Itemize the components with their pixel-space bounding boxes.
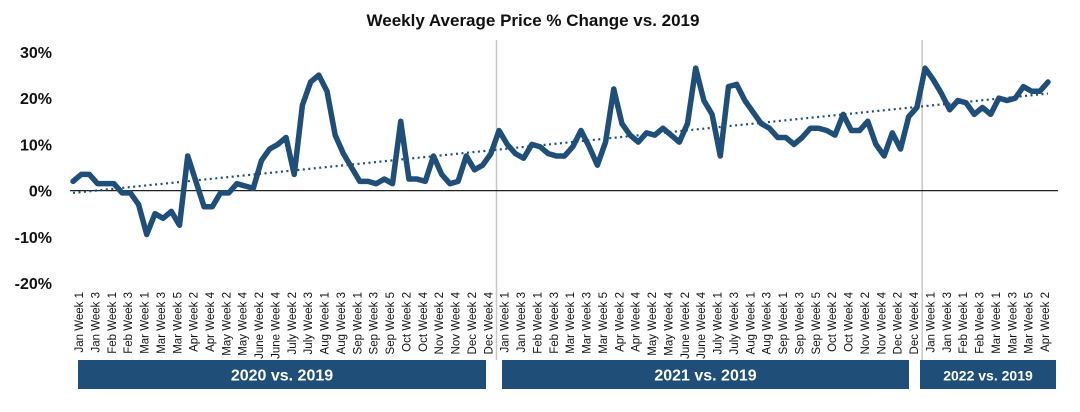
x-tick-label: Jan Week 1 [925,292,937,353]
x-tick-label: May Week 4 [238,291,250,355]
x-tick-label: Feb Week 1 [532,292,544,354]
x-axis: Jan Week 1 Jan Week 3 Feb Week 1 Feb Week 3… [74,291,1052,359]
x-tick-label: Feb Week 3 [123,292,135,354]
x-tick-label: Aug Week 3 [762,292,774,354]
x-tick-label: Mar Week 5 [172,292,184,354]
x-tick-label: Mar Week 3 [156,292,168,354]
y-tick-label: 30% [20,45,52,62]
period-band: 2022 vs. 2019 [920,360,1056,389]
x-tick-label: Apr Week 2 [614,292,626,352]
x-tick-label: Mar Week 5 [1024,292,1036,354]
x-tick-label: May Week 4 [663,291,675,355]
x-tick-label: Mar Week 5 [598,292,610,354]
x-tick-label: July Week 2 [287,292,299,354]
x-tick-label: Sep Week 3 [369,292,381,354]
y-tick-label: -10% [15,230,52,247]
y-tick-label: 20% [20,91,52,108]
y-axis: 30% 20% 10% 0% -10% -20% [15,45,52,293]
x-tick-label: July Week 1 [713,292,725,354]
x-tick-label: Feb Week 3 [975,292,987,354]
trendline [72,92,1049,195]
x-tick-label: Sep Week 1 [778,292,790,354]
x-tick-label: Aug Week 3 [336,292,348,354]
x-tick-label: Oct Week 2 [401,292,413,352]
x-tick-label: Mar Week 1 [140,292,152,354]
period-band-label: 2022 vs. 2019 [943,368,1033,384]
period-band: 2021 vs. 2019 [502,360,909,389]
x-tick-label: May Week 2 [221,292,233,356]
period-band-bg [502,360,909,389]
x-tick-label: May Week 2 [647,292,659,356]
x-tick-label: Mar Week 1 [565,292,577,354]
x-tick-label: July Week 3 [303,292,315,354]
x-tick-label: July Week 3 [729,292,741,354]
x-tick-label: Feb Week 3 [549,292,561,354]
x-tick-label: Oct Week 4 [844,291,856,351]
y-tick-label: 10% [20,137,52,154]
x-tick-label: Sep Week 1 [352,292,364,354]
x-tick-label: Jan Week 1 [500,292,512,353]
chart-title: Weekly Average Price % Change vs. 2019 [367,11,700,30]
x-tick-label: Dec Week 2 [467,292,479,354]
x-tick-label: Oct Week 4 [418,291,430,351]
x-tick-label: Nov Week 4 [876,291,888,354]
period-band: 2020 vs. 2019 [78,360,486,389]
period-band-label: 2020 vs. 2019 [231,368,333,385]
x-tick-label: Jan Week 3 [90,292,102,353]
x-tick-label: Feb Week 1 [958,292,970,354]
period-band-bg [78,360,486,389]
x-tick-label: June Week 4 [270,291,282,359]
x-tick-label: Aug Week 1 [745,292,757,354]
x-tick-label: Sep Week 5 [385,292,397,354]
x-tick-label: Jan Week 3 [516,292,528,353]
x-tick-label: Dec Week 4 [909,291,921,354]
x-tick-label: Dec Week 2 [893,292,905,354]
x-tick-label: Mar Week 3 [1007,292,1019,354]
x-tick-label: Jan Week 3 [942,292,954,353]
period-bands: 2020 vs. 2019 2021 vs. 2019 2022 vs. 2019 [78,360,1056,389]
x-tick-label: Apr Week 2 [1040,292,1052,352]
x-tick-label: June Week 2 [680,292,692,359]
x-tick-label: Mar Week 3 [582,292,594,354]
x-tick-label: Nov Week 2 [860,292,872,354]
x-tick-label: Apr Week 2 [189,292,201,352]
x-tick-label: June Week 4 [696,291,708,359]
trendline-group [72,92,1049,195]
x-tick-label: Apr Week 4 [205,291,217,351]
x-tick-label: Sep Week 3 [794,292,806,354]
x-tick-label: Dec Week 4 [483,291,495,354]
x-tick-label: June Week 2 [254,292,266,359]
y-tick-label: -20% [15,276,52,293]
series-line [70,65,1051,238]
x-tick-label: Oct Week 2 [827,292,839,352]
x-tick-label: Nov Week 4 [451,291,463,354]
period-band-label: 2021 vs. 2019 [654,368,756,385]
x-tick-label: Feb Week 1 [107,292,119,354]
x-tick-label: Jan Week 1 [74,292,86,353]
x-tick-label: Aug Week 1 [320,292,332,354]
x-tick-label: Mar Week 1 [991,292,1003,354]
x-tick-label: Nov Week 2 [434,292,446,354]
x-tick-label: Apr Week 4 [631,291,643,351]
x-tick-label: Sep Week 5 [811,292,823,354]
y-tick-label: 0% [29,184,52,201]
period-band-bg [920,360,1056,389]
series-group [70,65,1051,238]
